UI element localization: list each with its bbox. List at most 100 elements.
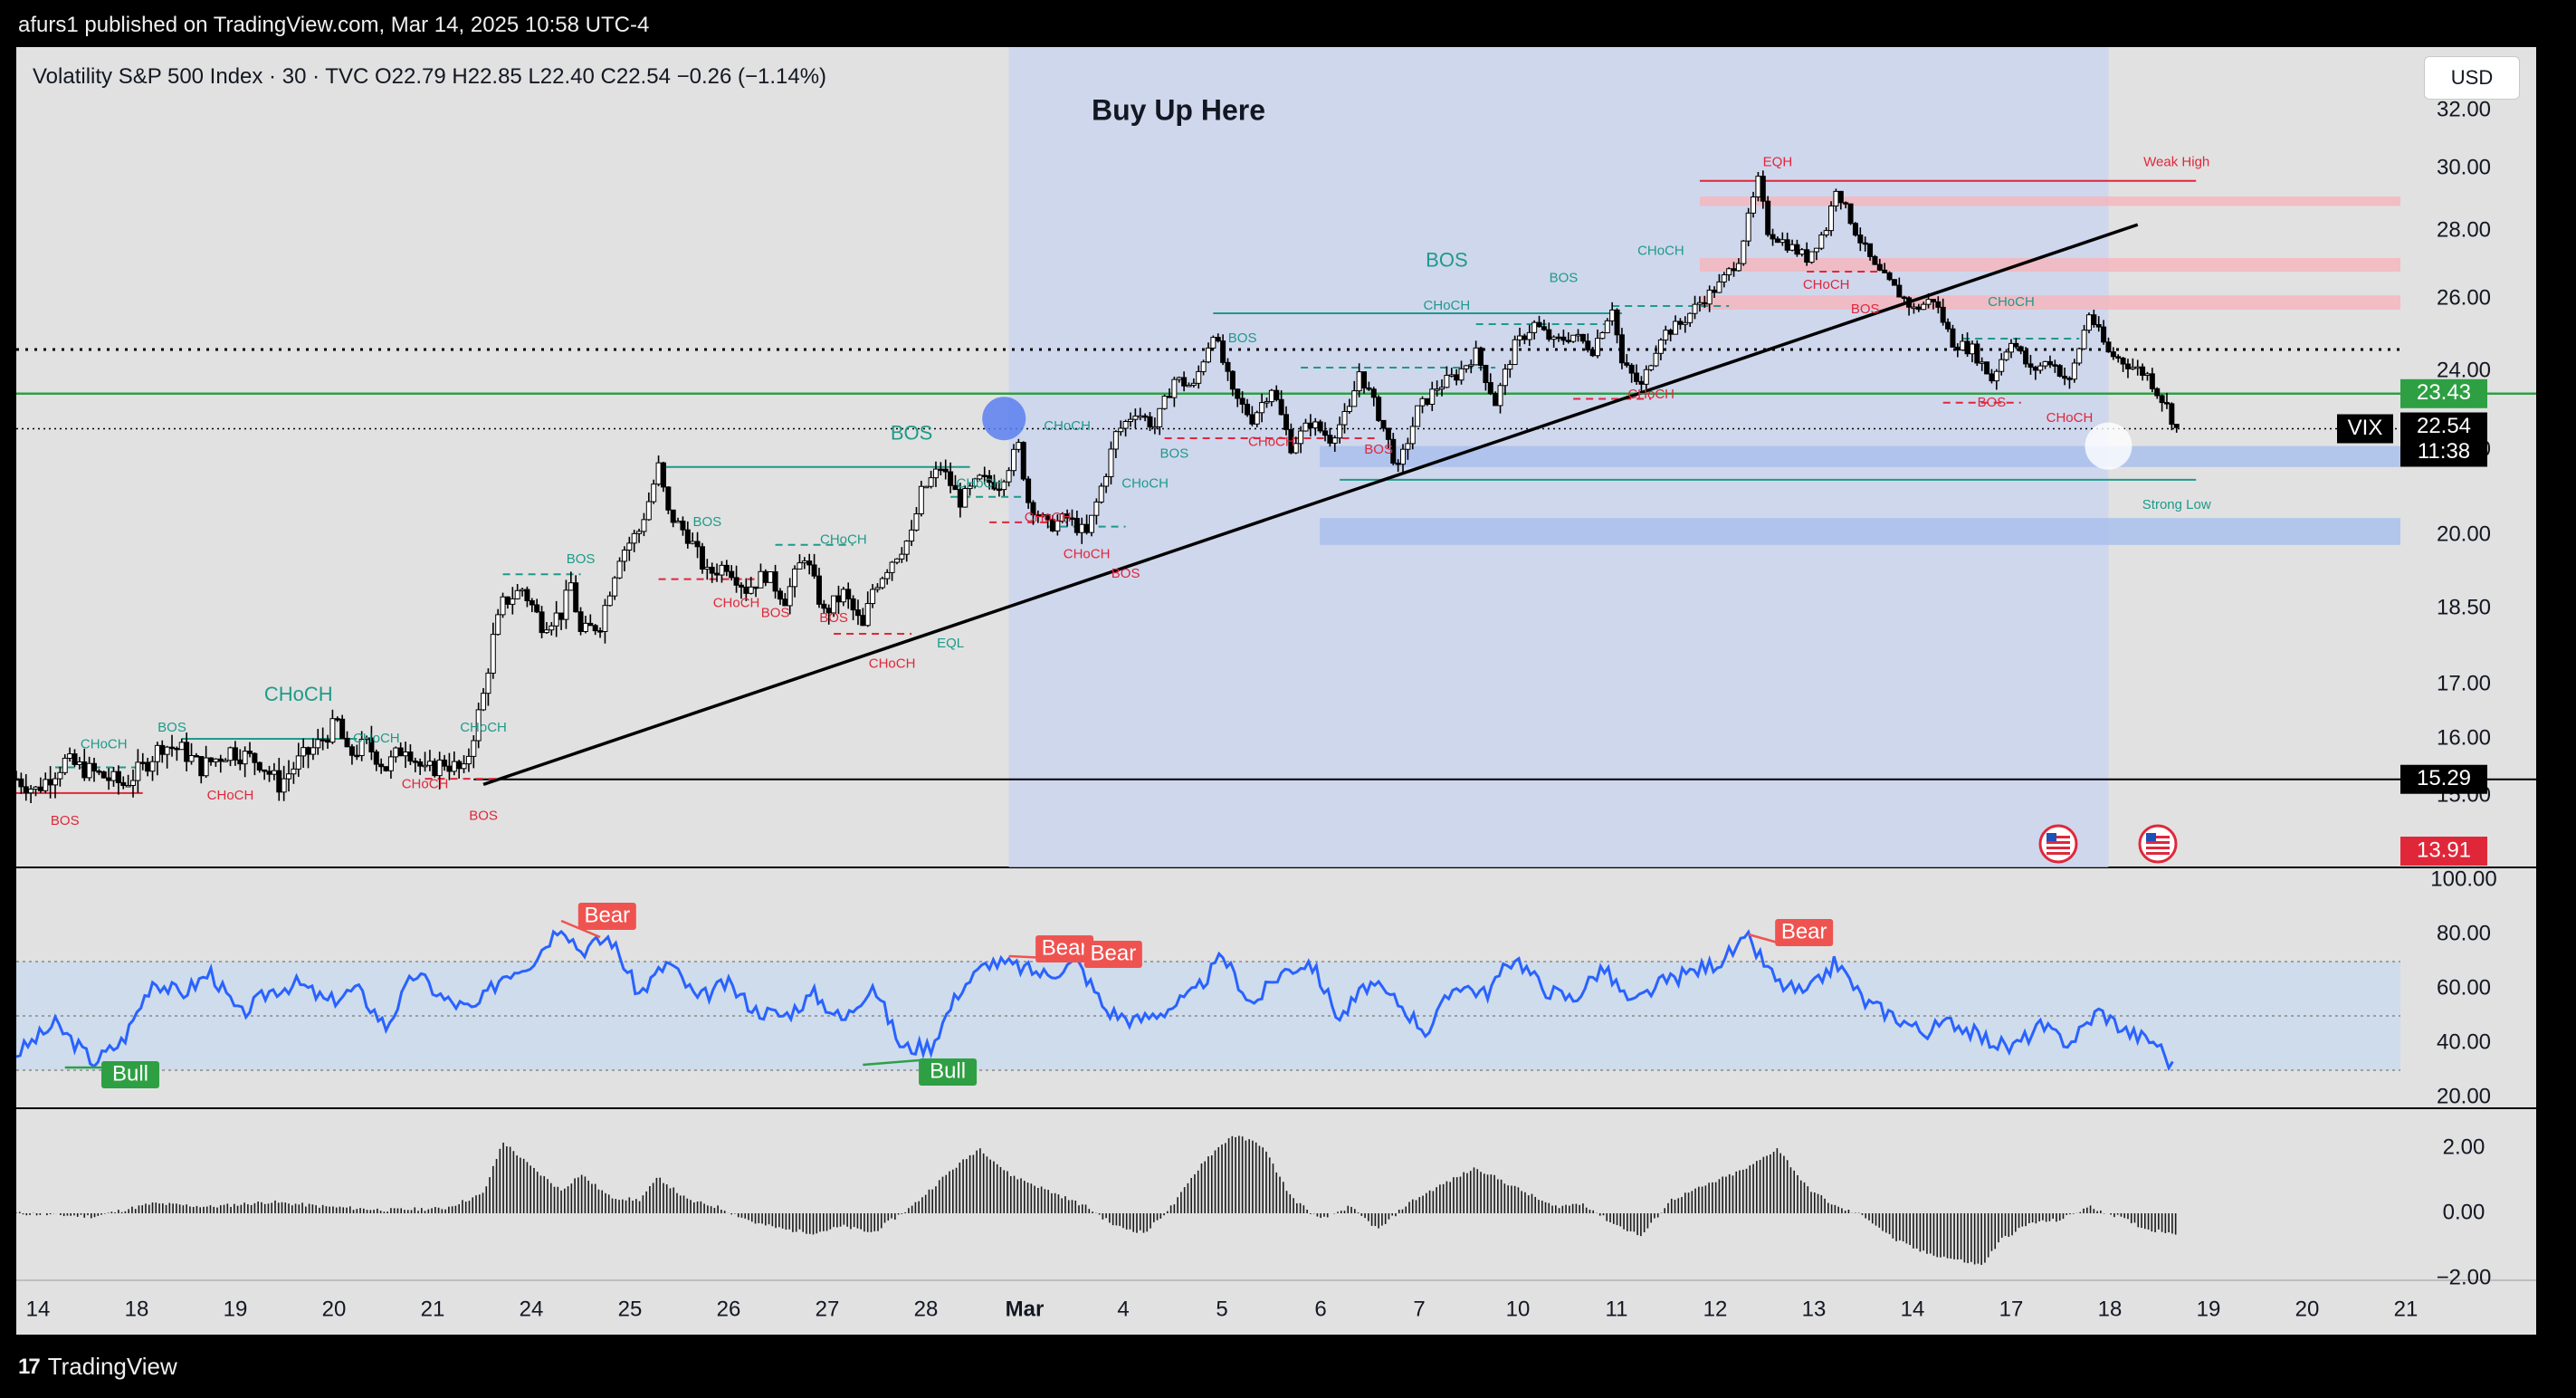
candle-body bbox=[1818, 234, 1825, 249]
candle-body bbox=[670, 509, 676, 523]
footer-brand[interactable]: TradingView bbox=[47, 1353, 177, 1380]
candle-body bbox=[831, 595, 837, 614]
candle-body bbox=[723, 564, 730, 572]
candle-body bbox=[2066, 378, 2073, 380]
candle-body bbox=[1823, 230, 1829, 235]
candle-body bbox=[1770, 234, 1776, 240]
candle-body bbox=[1599, 331, 1606, 340]
candle-body bbox=[699, 546, 705, 570]
candle-body bbox=[1696, 302, 1703, 305]
candle-body bbox=[903, 541, 910, 555]
candle-body bbox=[1837, 190, 1844, 204]
candle-body bbox=[1657, 339, 1664, 354]
candle-body bbox=[1083, 523, 1090, 533]
candle-body bbox=[2115, 356, 2122, 359]
candle-body bbox=[606, 595, 613, 607]
candle-body bbox=[1283, 414, 1290, 430]
candle-body bbox=[2027, 363, 2034, 369]
candle-body bbox=[626, 542, 633, 551]
candle-body bbox=[1351, 390, 1358, 407]
candle-body bbox=[1634, 372, 1640, 382]
candle-body bbox=[271, 770, 277, 775]
structure-label-1: CHoCH bbox=[81, 736, 128, 752]
candle-body bbox=[188, 755, 195, 762]
candle-body bbox=[1045, 513, 1051, 521]
candle-body bbox=[1079, 523, 1085, 533]
price-tag-bg-2 bbox=[2400, 764, 2487, 794]
candle-body bbox=[2105, 341, 2112, 353]
candle-body bbox=[1735, 263, 1741, 272]
candle-body bbox=[354, 754, 360, 758]
candle-body bbox=[1755, 176, 1761, 198]
chart-frame[interactable]: BOS CHoCH BOS CHoCH CHoCH CHoCH CHoCH CHoCH BOS B… bbox=[16, 47, 2536, 1335]
candle-body bbox=[884, 571, 891, 579]
candle-body bbox=[641, 519, 647, 532]
candle-body bbox=[2134, 366, 2141, 369]
candle-body bbox=[1984, 361, 1990, 375]
candle-body bbox=[2159, 395, 2165, 404]
candle-body bbox=[811, 564, 817, 577]
candle-body bbox=[845, 589, 852, 599]
candle-body bbox=[2120, 358, 2126, 365]
candle-body bbox=[582, 622, 588, 632]
candle-body bbox=[675, 521, 682, 523]
candle-body bbox=[957, 489, 963, 508]
candle-body bbox=[1317, 421, 1323, 432]
legend-change: −0.26 (−1.14%) bbox=[671, 64, 826, 89]
candle-body bbox=[262, 769, 268, 772]
signal-label-1: Bear bbox=[584, 903, 630, 927]
candle-body bbox=[1176, 377, 1182, 380]
rsi-tick-1: 80.00 bbox=[2437, 921, 2491, 945]
x-tick-3: 20 bbox=[322, 1297, 347, 1321]
candle-body bbox=[1779, 239, 1786, 244]
chart-canvas[interactable]: BOSCHoCHBOSCHoCHCHoCHCHoCHCHoCHCHoCHBOSB… bbox=[16, 47, 2536, 1335]
candle-body bbox=[1054, 521, 1061, 531]
currency-button[interactable]: USD bbox=[2424, 56, 2520, 100]
candle-body bbox=[1585, 340, 1591, 350]
candle-body bbox=[563, 589, 569, 620]
candle-body bbox=[1765, 200, 1771, 235]
candle-body bbox=[100, 771, 107, 779]
candle-body bbox=[1088, 514, 1094, 533]
tradingview-logo-icon[interactable]: 17 bbox=[18, 1354, 41, 1379]
x-tick-4: 21 bbox=[421, 1297, 445, 1321]
candle-body bbox=[1122, 421, 1129, 429]
candle-body bbox=[1964, 340, 1970, 355]
x-tick-18: 13 bbox=[1802, 1297, 1827, 1321]
candle-body bbox=[1935, 301, 1942, 308]
candle-body bbox=[899, 553, 905, 560]
candle-body bbox=[787, 586, 793, 607]
candle-body bbox=[1093, 501, 1100, 516]
structure-label-27: BOS bbox=[1364, 442, 1393, 457]
candle-body bbox=[928, 477, 934, 487]
candle-body bbox=[1439, 387, 1445, 390]
structure-label-0: BOS bbox=[51, 813, 80, 828]
supply-zone-1 bbox=[1700, 196, 2400, 206]
candle-body bbox=[1254, 412, 1260, 425]
candle-body bbox=[1376, 397, 1382, 421]
structure-label-34: CHoCH bbox=[1803, 277, 1850, 292]
candle-body bbox=[393, 747, 399, 758]
x-tick-1: 18 bbox=[125, 1297, 149, 1321]
candle-body bbox=[621, 550, 627, 562]
candle-body bbox=[1915, 306, 1922, 311]
candle-body bbox=[1361, 371, 1368, 388]
candle-body bbox=[2140, 366, 2146, 377]
signal-label-4: Bear bbox=[1091, 941, 1137, 965]
legend-low-label: L bbox=[522, 64, 540, 89]
rsi-tick-4: 20.00 bbox=[2437, 1084, 2491, 1108]
candle-body bbox=[227, 747, 234, 761]
candle-body bbox=[1531, 321, 1538, 333]
candle-body bbox=[325, 739, 331, 743]
candle-body bbox=[1843, 202, 1849, 205]
candle-body bbox=[1979, 361, 1985, 364]
candle-body bbox=[1857, 235, 1864, 244]
candle-body bbox=[543, 629, 549, 634]
candle-body bbox=[1789, 244, 1796, 251]
structure-label-3: CHoCH bbox=[207, 788, 254, 803]
candle-body bbox=[2003, 351, 2009, 360]
candle-body bbox=[762, 570, 768, 583]
candle-body bbox=[1331, 437, 1338, 444]
candle-body bbox=[2130, 367, 2136, 369]
structure-label-7: CHoCH bbox=[460, 720, 507, 735]
